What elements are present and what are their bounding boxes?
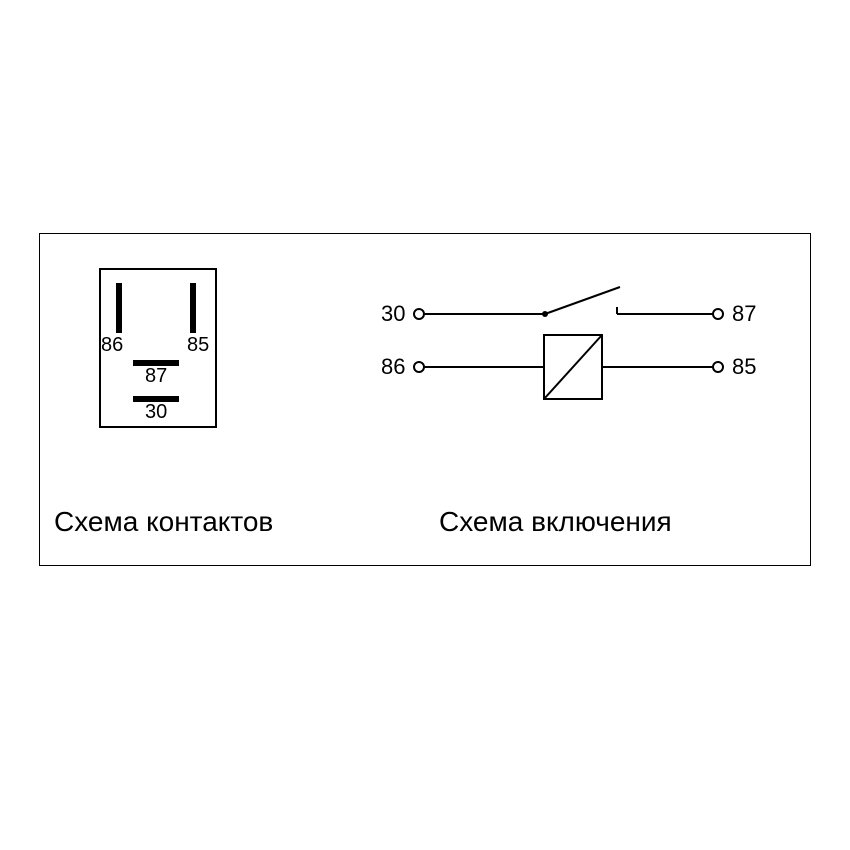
terminal-87 <box>713 309 723 319</box>
terminal-85 <box>713 362 723 372</box>
terminal-30 <box>414 309 424 319</box>
terminal-86-label: 86 <box>381 354 405 380</box>
diagram-canvas: 86 85 87 30 Схема контактов 30 87 86 85 … <box>0 0 850 850</box>
terminal-85-label: 85 <box>732 354 756 380</box>
right-caption: Схема включения <box>439 506 672 538</box>
switch-pivot <box>542 311 548 317</box>
terminal-30-label: 30 <box>381 301 405 327</box>
terminal-86 <box>414 362 424 372</box>
coil-slash <box>544 335 602 399</box>
schematic-svg <box>0 0 850 850</box>
switch-arm <box>545 287 620 314</box>
terminal-87-label: 87 <box>732 301 756 327</box>
